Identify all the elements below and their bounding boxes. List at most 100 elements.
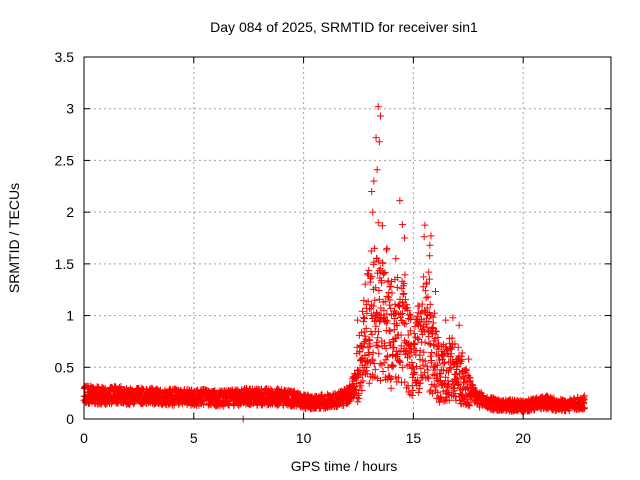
data-point (387, 384, 395, 392)
data-point (464, 401, 472, 409)
data-point (368, 355, 376, 363)
data-point (432, 383, 440, 391)
data-point (424, 373, 432, 381)
data-point (394, 274, 402, 282)
data-point (383, 244, 391, 252)
data-point (581, 392, 589, 400)
data-point (382, 246, 390, 254)
data-point (386, 296, 394, 304)
y-tick-label: 3 (66, 101, 74, 117)
x-axis-label: GPS time / hours (291, 458, 398, 474)
data-point (443, 367, 451, 375)
data-point (423, 304, 431, 312)
data-point (372, 134, 380, 142)
data-point (409, 387, 417, 395)
data-point (402, 320, 410, 328)
chart-title: Day 084 of 2025, SRMTID for receiver sin… (210, 19, 478, 35)
data-point (398, 364, 406, 372)
data-point (457, 352, 465, 360)
data-point (361, 314, 369, 322)
data-point (374, 334, 382, 342)
data-point (449, 314, 457, 322)
data-point (357, 378, 365, 386)
data-point (414, 334, 422, 342)
data-point (440, 359, 448, 367)
data-point (359, 377, 367, 385)
data-point (388, 361, 396, 369)
data-point (400, 290, 408, 298)
data-point (396, 197, 404, 205)
data-point (371, 296, 379, 304)
data-point (446, 339, 454, 347)
data-point (373, 166, 381, 174)
data-point (397, 331, 405, 339)
data-point (393, 322, 401, 330)
data-point (580, 404, 588, 412)
data-point (400, 279, 408, 287)
data-point (370, 258, 378, 266)
data-point (379, 368, 387, 376)
data-point (439, 351, 447, 359)
data-point (427, 357, 435, 365)
data-point (378, 279, 386, 287)
y-tick-label: 0.5 (55, 359, 75, 375)
data-point (425, 339, 433, 347)
data-point (446, 365, 454, 373)
data-point (101, 385, 109, 393)
data-point (416, 347, 424, 355)
data-point (359, 307, 367, 315)
data-point (420, 233, 428, 241)
data-point (426, 312, 434, 320)
data-point (383, 292, 391, 300)
data-point (412, 362, 420, 370)
data-point (385, 327, 393, 335)
data-point (370, 360, 378, 368)
data-point (200, 400, 208, 408)
data-point (421, 221, 429, 229)
data-point (456, 396, 464, 404)
data-point (403, 301, 411, 309)
data-point (444, 377, 452, 385)
data-point (442, 373, 450, 381)
data-point (358, 371, 366, 379)
data-point (429, 324, 437, 332)
data-point (451, 392, 459, 400)
data-point (440, 352, 448, 360)
data-point (365, 350, 373, 358)
data-point (421, 338, 429, 346)
data-point (360, 328, 368, 336)
data-point (408, 391, 416, 399)
data-point (396, 358, 404, 366)
data-point (393, 320, 401, 328)
data-point (381, 268, 389, 276)
data-point (458, 349, 466, 357)
data-point (455, 321, 463, 329)
data-point (401, 378, 409, 386)
data-point (381, 298, 389, 306)
data-point (391, 335, 399, 343)
data-point (437, 394, 445, 402)
data-point (353, 343, 361, 351)
y-tick-label: 2 (66, 204, 74, 220)
data-point (423, 362, 431, 370)
data-point (423, 323, 431, 331)
data-point (376, 264, 384, 272)
data-point (386, 327, 394, 335)
data-point (370, 177, 378, 185)
data-point (383, 317, 391, 325)
data-point (427, 386, 435, 394)
data-point (361, 332, 369, 340)
data-point (390, 338, 398, 346)
plot-frame (83, 56, 612, 420)
data-point (415, 388, 423, 396)
data-point (373, 339, 381, 347)
data-point (386, 376, 394, 384)
data-point (418, 300, 426, 308)
data-point (428, 349, 436, 357)
data-point (375, 350, 383, 358)
x-tick-label: 15 (406, 430, 422, 446)
y-axis-label: SRMTID / TECUs (6, 183, 22, 293)
data-point (380, 359, 388, 367)
x-tick-label: 5 (190, 430, 198, 446)
data-point (365, 336, 373, 344)
